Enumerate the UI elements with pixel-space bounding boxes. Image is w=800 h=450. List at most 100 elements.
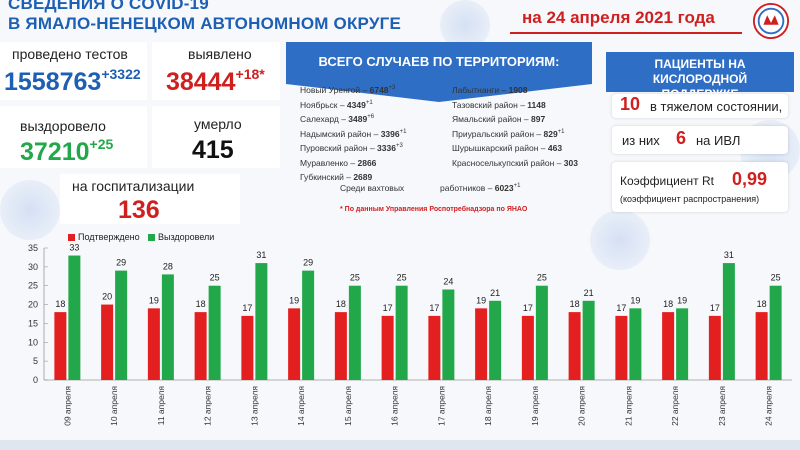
rt-box: Коэффициент Rt 0,99 (коэффициент распрос… bbox=[612, 162, 788, 212]
territory-right-4: Шурышкарский район – 463 bbox=[452, 143, 563, 153]
virus-decoration bbox=[0, 180, 60, 240]
bar-recovered bbox=[395, 285, 408, 380]
data-label-recovered: 19 bbox=[677, 295, 687, 305]
bar-confirmed bbox=[381, 315, 394, 380]
data-label-recovered: 25 bbox=[397, 273, 407, 283]
severe-label: в тяжелом состоянии, bbox=[650, 99, 783, 114]
hospital-tile: на госпитализации 136 bbox=[60, 174, 240, 224]
bar-recovered bbox=[348, 285, 361, 380]
died-tile: умерло 415 bbox=[152, 106, 280, 168]
tests-value: 1558763+3322 bbox=[4, 66, 141, 96]
bar-confirmed bbox=[428, 315, 441, 380]
x-tick-label: 14 апреля bbox=[296, 386, 306, 426]
ivl-prefix: из них bbox=[622, 133, 660, 148]
bar-recovered bbox=[208, 285, 221, 380]
data-label-recovered: 19 bbox=[630, 295, 640, 305]
data-label-confirmed: 17 bbox=[523, 303, 533, 313]
bar-confirmed bbox=[708, 315, 721, 380]
y-tick-label: 15 bbox=[28, 318, 38, 328]
tests-label: проведено тестов bbox=[12, 46, 128, 62]
territory-left-6: Губкинский – 2689 bbox=[300, 172, 373, 182]
data-label-recovered: 21 bbox=[490, 288, 500, 298]
territory-left-1: Ноябрьск – 4349+1 bbox=[300, 99, 373, 110]
emblem-icon bbox=[752, 2, 790, 40]
x-tick-label: 13 апреля bbox=[249, 386, 259, 426]
x-tick-label: 17 апреля bbox=[436, 386, 446, 426]
bar-confirmed bbox=[615, 315, 628, 380]
legend-recovered: Выздоровели bbox=[148, 232, 214, 242]
virus-decoration bbox=[590, 210, 650, 270]
bar-recovered bbox=[489, 300, 502, 380]
detected-label: выявлено bbox=[188, 46, 252, 62]
detected-value: 38444+18* bbox=[166, 66, 265, 96]
data-label-confirmed: 18 bbox=[757, 299, 767, 309]
rt-value: 0,99 bbox=[732, 169, 768, 189]
detected-tile: выявлено 38444+18* bbox=[152, 42, 280, 100]
x-tick-label: 16 апреля bbox=[390, 386, 400, 426]
legend-swatch-red bbox=[68, 234, 75, 242]
data-label-confirmed: 17 bbox=[242, 303, 252, 313]
data-label-recovered: 31 bbox=[256, 250, 266, 260]
tests-tile: проведено тестов 1558763+3322 bbox=[0, 42, 147, 100]
ivl-value: 6 bbox=[676, 128, 687, 148]
data-label-confirmed: 19 bbox=[476, 295, 486, 305]
y-tick-label: 10 bbox=[28, 337, 38, 347]
data-label-recovered: 25 bbox=[210, 273, 220, 283]
shift-workers-value: работников – 6023+1 bbox=[440, 183, 521, 193]
bar-recovered bbox=[302, 270, 315, 380]
x-tick-label: 11 апреля bbox=[156, 386, 166, 426]
territory-right-1: Тазовский район – 1148 bbox=[452, 99, 546, 110]
data-label-confirmed: 17 bbox=[616, 303, 626, 313]
data-label-confirmed: 19 bbox=[289, 295, 299, 305]
source-note: * По данным Управления Роспотребнадзора … bbox=[340, 206, 528, 213]
bar-confirmed bbox=[662, 312, 675, 380]
territory-right-3: Приуральский район – 829+1 bbox=[452, 128, 565, 139]
territory-right-2: Ямальский район – 897 bbox=[452, 114, 546, 124]
data-label-recovered: 21 bbox=[584, 288, 594, 298]
territory-left-2: Салехард – 3489+6 bbox=[300, 114, 375, 124]
rt-sub: (коэффициент распространения) bbox=[620, 194, 760, 204]
x-tick-label: 20 апреля bbox=[577, 386, 587, 426]
daily-cases-chart: 0 5 10 15 20 25 30 35 18 33 09 апреля 20 29 10 апреля… bbox=[28, 243, 792, 426]
data-label-recovered: 25 bbox=[537, 273, 547, 283]
data-label-recovered: 29 bbox=[303, 258, 313, 268]
bar-recovered bbox=[676, 308, 689, 380]
date-underline bbox=[510, 32, 742, 34]
legend-confirmed: Подтверждено bbox=[68, 232, 140, 242]
data-label-recovered: 33 bbox=[69, 243, 79, 253]
report-date: на 24 апреля 2021 года bbox=[522, 8, 715, 27]
bar-recovered bbox=[535, 285, 548, 380]
hospital-label: на госпитализации bbox=[72, 178, 195, 194]
territory-left-5: Муравленко – 2866 bbox=[300, 157, 377, 168]
territories-heading: ВСЕГО СЛУЧАЕВ ПО ТЕРРИТОРИЯМ: bbox=[286, 42, 592, 102]
data-label-recovered: 24 bbox=[443, 276, 453, 286]
y-tick-label: 0 bbox=[33, 375, 38, 385]
severe-box: 10 в тяжелом состоянии, bbox=[612, 94, 788, 118]
bar-confirmed bbox=[147, 308, 160, 380]
bottom-strip bbox=[0, 440, 800, 450]
bar-recovered bbox=[115, 270, 128, 380]
x-tick-label: 21 апреля bbox=[623, 386, 633, 426]
recovered-tile: выздоровело 37210+25 bbox=[0, 106, 147, 168]
recovered-value: 37210+25 bbox=[20, 136, 114, 166]
legend-swatch-green bbox=[148, 234, 155, 242]
page-title: СВЕДЕНИЯ О COVID-19 В ЯМАЛО-НЕНЕЦКОМ АВТ… bbox=[8, 0, 402, 33]
bar-confirmed bbox=[568, 312, 581, 380]
bar-confirmed bbox=[334, 312, 347, 380]
data-label-confirmed: 18 bbox=[663, 299, 673, 309]
bar-recovered bbox=[582, 300, 595, 380]
died-value: 415 bbox=[192, 136, 234, 164]
bar-confirmed bbox=[288, 308, 301, 380]
x-tick-label: 10 апреля bbox=[109, 386, 119, 426]
bar-recovered bbox=[442, 289, 455, 380]
data-label-recovered: 25 bbox=[771, 273, 781, 283]
y-tick-label: 5 bbox=[33, 356, 38, 366]
died-label: умерло bbox=[194, 116, 242, 132]
x-tick-label: 15 апреля bbox=[343, 386, 353, 426]
x-tick-label: 22 апреля bbox=[670, 386, 680, 426]
x-tick-label: 18 апреля bbox=[483, 386, 493, 426]
data-label-confirmed: 18 bbox=[570, 299, 580, 309]
territory-right-5: Красноселькупский район – 303 bbox=[452, 157, 578, 168]
data-label-confirmed: 19 bbox=[149, 295, 159, 305]
y-tick-label: 35 bbox=[28, 243, 38, 253]
